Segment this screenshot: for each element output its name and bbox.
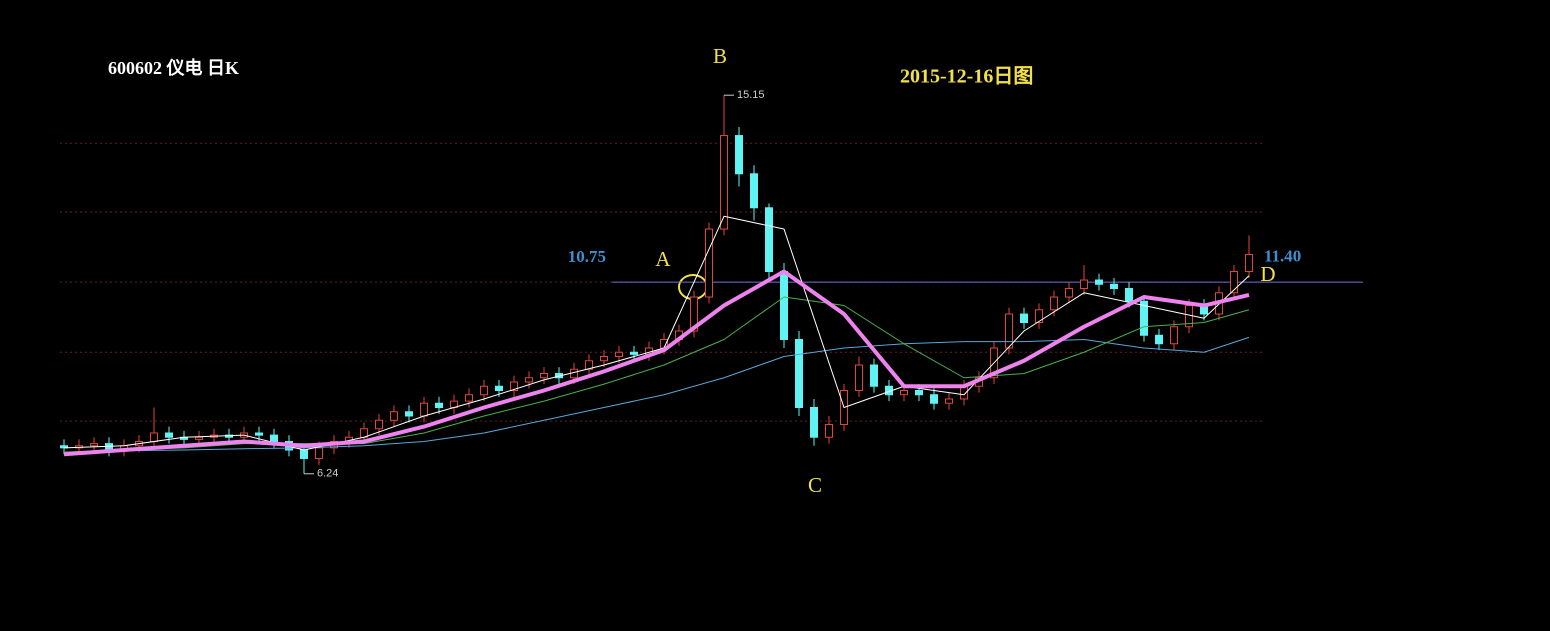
candle-body bbox=[1230, 271, 1238, 294]
marker-label: B bbox=[713, 44, 727, 68]
ma-line bbox=[63, 269, 1250, 457]
candle-body bbox=[270, 434, 278, 442]
candle-body bbox=[780, 271, 788, 341]
candle-body bbox=[1155, 334, 1163, 345]
candle-body bbox=[690, 296, 698, 332]
candle-body bbox=[630, 351, 638, 355]
last-price-label: 11.40 bbox=[1264, 246, 1301, 265]
marker-label: D bbox=[1260, 262, 1275, 286]
candle-body bbox=[510, 381, 518, 391]
candle-body bbox=[1110, 283, 1118, 290]
candle-body bbox=[945, 398, 953, 404]
candle-body bbox=[615, 351, 623, 358]
chart-title: 600602 仪电 日K bbox=[108, 57, 239, 78]
candle-body bbox=[1065, 288, 1073, 298]
candle-body bbox=[1080, 279, 1088, 290]
candle-body bbox=[165, 432, 173, 438]
candle-body bbox=[405, 411, 413, 417]
candle-body bbox=[720, 135, 728, 230]
candle-body bbox=[825, 423, 833, 438]
high-label: 15.15 bbox=[737, 89, 765, 101]
candle-body bbox=[705, 228, 713, 298]
candle-body bbox=[870, 364, 878, 387]
candle-body bbox=[420, 402, 428, 417]
candle-body bbox=[195, 436, 203, 440]
candle-body bbox=[465, 394, 473, 402]
candle-body bbox=[810, 406, 818, 438]
candle-body bbox=[1245, 254, 1253, 273]
low-label: 6.24 bbox=[317, 468, 338, 480]
candle-body bbox=[150, 432, 158, 442]
reference-label: 10.75 bbox=[568, 247, 606, 266]
candle-body bbox=[1020, 313, 1028, 324]
candle-body bbox=[600, 356, 608, 362]
candle-body bbox=[375, 419, 383, 430]
candle-body bbox=[900, 389, 908, 396]
candle-body bbox=[540, 373, 548, 379]
chart-subtitle: 2015-12-16日图 bbox=[900, 65, 1033, 88]
candle-body bbox=[1125, 288, 1133, 302]
candle-body bbox=[525, 377, 533, 383]
candle-body bbox=[930, 394, 938, 404]
candle-body bbox=[735, 135, 743, 175]
candle-body bbox=[795, 339, 803, 408]
candle-body bbox=[480, 385, 488, 396]
candle-body bbox=[1140, 300, 1148, 336]
candle-body bbox=[435, 402, 443, 408]
candle-body bbox=[915, 389, 923, 396]
marker-label: C bbox=[808, 473, 822, 497]
candle-body bbox=[750, 173, 758, 209]
candle-body bbox=[765, 207, 773, 273]
candle-body bbox=[585, 360, 593, 370]
candle-body bbox=[1005, 313, 1013, 349]
candle-body bbox=[1170, 326, 1178, 345]
candle-body bbox=[1035, 309, 1043, 324]
candle-body bbox=[495, 385, 503, 391]
candle-body bbox=[855, 364, 863, 391]
candle-body bbox=[1050, 296, 1058, 311]
candle-body bbox=[1095, 279, 1103, 285]
candle-body bbox=[90, 443, 98, 447]
candle-body bbox=[315, 447, 323, 459]
marker-label: A bbox=[655, 247, 671, 271]
candle-body bbox=[390, 411, 398, 421]
candle-body bbox=[300, 449, 308, 459]
candle-body bbox=[255, 432, 263, 436]
